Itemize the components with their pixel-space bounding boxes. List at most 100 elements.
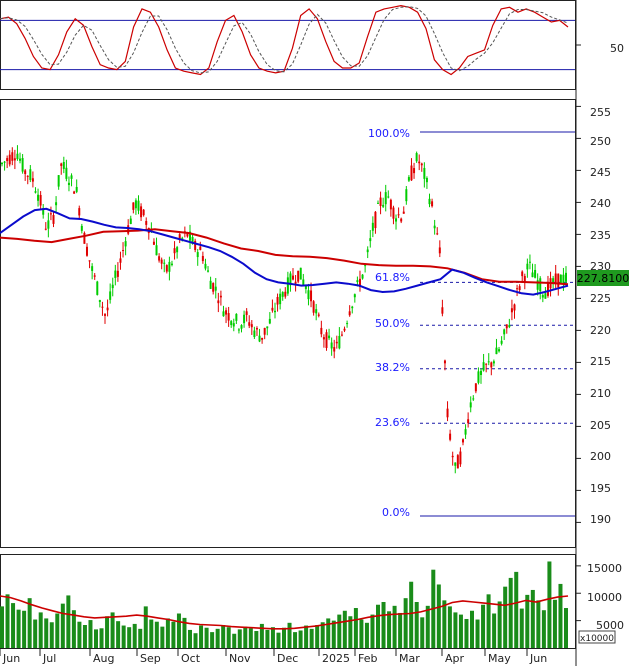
price-panel-frame	[0, 99, 576, 548]
price-candle-body-136	[351, 306, 354, 309]
volume-bar-11	[60, 603, 65, 648]
price-candle-body-70	[181, 237, 184, 239]
price-candle-body-148	[382, 204, 385, 207]
price-candle-body-74	[191, 237, 194, 244]
price-candle-body-205	[528, 261, 531, 263]
moving-average-short-line	[0, 207, 569, 296]
volume-bar-85	[470, 610, 474, 648]
volume-bar-74	[409, 581, 414, 648]
volume-bar-89	[492, 613, 497, 648]
price-candle-body-30	[78, 208, 81, 216]
price-candle-body-47	[122, 250, 125, 252]
volume-bar-62	[342, 610, 347, 648]
price-candle-body-100	[258, 335, 261, 342]
price-candle-body-123	[317, 314, 320, 316]
price-candle-body-63	[163, 262, 166, 264]
volume-bar-42	[232, 633, 237, 648]
price-candle-body-1	[3, 161, 6, 163]
volume-bar-38	[210, 632, 215, 648]
volume-bar-6	[33, 619, 38, 648]
price-candle-body-42	[109, 291, 112, 300]
price-tick-225: 225	[590, 292, 611, 305]
price-candle-body-76	[196, 252, 199, 258]
price-candle-body-115	[297, 270, 300, 282]
volume-bar-65	[359, 619, 364, 648]
price-candle-body-195	[503, 329, 506, 335]
price-candle-body-66	[170, 263, 173, 265]
price-candle-body-91	[235, 313, 238, 321]
price-tick-220: 220	[590, 324, 611, 337]
volume-bar-95	[525, 594, 530, 648]
volume-bar-91	[503, 586, 508, 648]
price-candle-body-147	[379, 197, 382, 206]
price-candle-body-93	[240, 325, 243, 329]
price-candle-body-86	[222, 311, 225, 317]
price-tick-255: 255	[590, 106, 611, 119]
price-candle-body-61	[158, 256, 161, 261]
price-candle-body-72	[186, 232, 189, 237]
volume-bar-12	[66, 595, 71, 648]
price-candle-body-31	[80, 225, 83, 231]
price-candle-body-150	[387, 196, 390, 198]
volume-tick-5000: 5000	[596, 619, 624, 632]
volume-moving-average-line	[0, 595, 569, 630]
volume-bar-66	[364, 622, 369, 648]
price-candle-body-176	[454, 462, 457, 466]
volume-bar-64	[353, 608, 358, 648]
oscillator-panel-frame	[0, 0, 576, 90]
price-candle-body-173	[446, 408, 449, 418]
price-tick-230: 230	[590, 260, 611, 273]
price-candle-body-96	[248, 322, 251, 326]
price-candle-body-126	[325, 332, 328, 348]
price-candle-body-167	[431, 201, 434, 207]
price-candle-body-110	[284, 291, 287, 297]
volume-bar-44	[243, 626, 248, 648]
volume-bar-4	[22, 610, 27, 648]
volume-bar-30	[165, 618, 170, 648]
price-candle-body-212	[546, 281, 549, 296]
volume-tick-15000: 15000	[587, 562, 622, 575]
volume-bar-37	[204, 627, 209, 648]
volume-bar-39	[215, 628, 220, 648]
volume-bar-40	[221, 625, 226, 648]
fib-label-100: 100.0%	[368, 127, 410, 140]
price-candle-body-103	[266, 326, 269, 329]
price-candle-body-25	[65, 167, 68, 179]
x-tick-dec: Dec	[277, 652, 298, 665]
price-candle-body-214	[552, 278, 555, 284]
price-tick-245: 245	[590, 166, 611, 179]
volume-panel: 15000 10000 5000 x10000	[0, 561, 624, 648]
price-candle-body-172	[443, 360, 446, 364]
price-candle-body-182	[469, 402, 472, 408]
price-candle-body-180	[464, 429, 467, 435]
price-candle-body-40	[104, 314, 107, 316]
price-candle-body-192	[495, 347, 498, 355]
price-candle-body-120	[310, 290, 313, 302]
price-candle-body-18	[47, 220, 50, 229]
price-candle-body-121	[312, 301, 315, 313]
fib-label-50: 50.0%	[375, 317, 410, 330]
price-candle-body-111	[286, 277, 289, 294]
price-candle-body-55	[142, 209, 145, 216]
price-candle-body-59	[152, 241, 155, 245]
price-candle-body-146	[377, 202, 379, 204]
x-tick-nov: Nov	[229, 652, 251, 665]
volume-bar-79	[436, 584, 441, 648]
volume-bar-100	[552, 599, 557, 648]
price-tick-235: 235	[590, 229, 611, 242]
price-candle-body-188	[485, 363, 488, 365]
price-candle-body-102	[263, 327, 266, 335]
price-panel: 100.0% 61.8% 50.0% 38.2% 23.6% 0.0% 255 250 245 2…	[0, 105, 629, 526]
volume-bar-29	[160, 626, 165, 648]
price-candle-body-183	[472, 398, 475, 400]
price-candle-body-52	[134, 200, 137, 209]
volume-bar-75	[414, 602, 419, 648]
volume-bar-19	[105, 616, 110, 648]
price-candle-body-204	[526, 263, 529, 270]
price-candle-body-65	[168, 261, 171, 272]
volume-bar-83	[458, 614, 463, 648]
price-candle-body-88	[227, 313, 230, 321]
volume-bar-22	[121, 625, 126, 648]
price-candle-body-163	[420, 163, 423, 166]
volume-bar-97	[536, 600, 541, 648]
